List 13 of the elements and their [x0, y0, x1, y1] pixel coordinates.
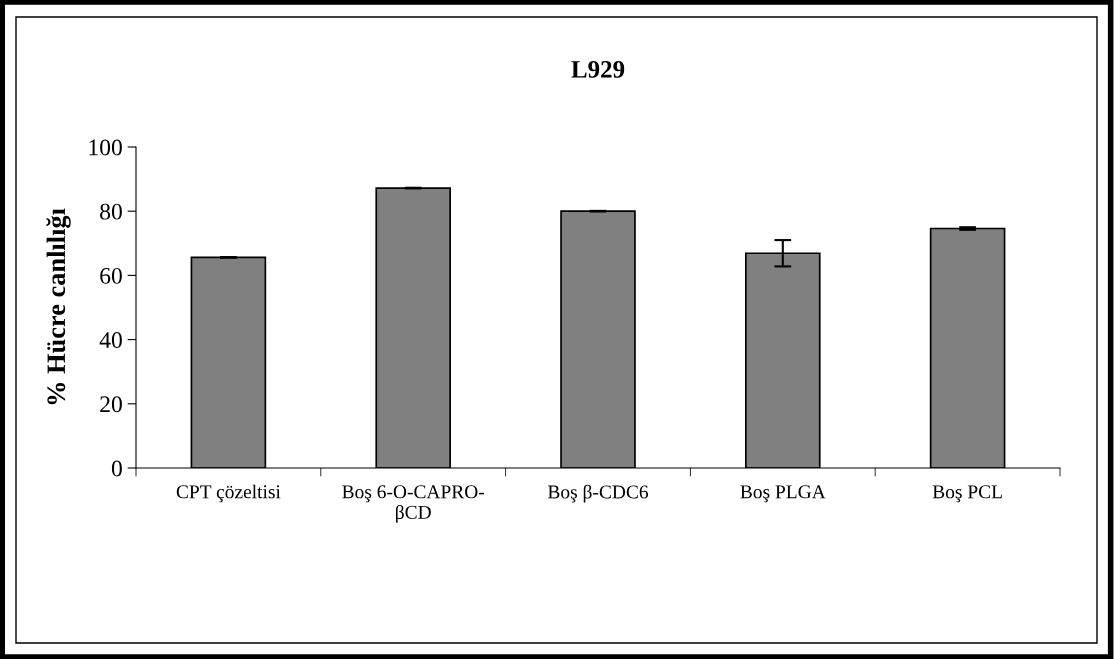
x-tick-label: Boş 6-O-CAPRO- βCD — [342, 485, 485, 523]
chart-title: L929 — [571, 61, 625, 78]
y-tick-label: 20 — [100, 396, 122, 413]
y-tick-label: 40 — [99, 332, 122, 349]
y-tick-label: 60 — [100, 267, 122, 284]
y-tick-label: 80 — [100, 203, 122, 220]
y-tick-label: 0 — [111, 460, 122, 477]
y-axis-title: % Hücre canlılığı — [46, 208, 71, 405]
x-tick-label: CPT çözeltisi — [176, 484, 281, 503]
x-tick-label: Boş PLGA — [740, 485, 826, 503]
y-tick-label: 100 — [89, 139, 122, 156]
x-tick-label: Boş β-CDC6 — [547, 484, 649, 503]
x-tick-label: Boş PCL — [932, 485, 1002, 503]
